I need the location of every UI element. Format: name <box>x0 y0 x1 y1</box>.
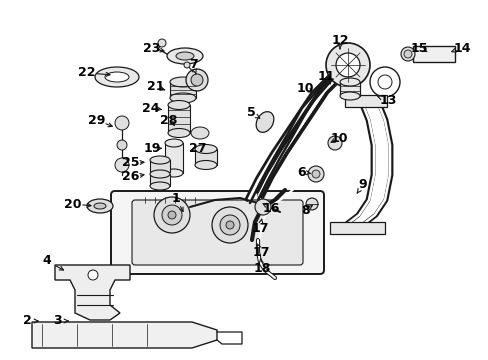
Polygon shape <box>55 265 130 320</box>
Circle shape <box>335 53 359 77</box>
Ellipse shape <box>150 170 170 178</box>
Ellipse shape <box>167 48 203 64</box>
Text: 1: 1 <box>171 192 180 204</box>
Text: 4: 4 <box>42 255 51 267</box>
Text: 15: 15 <box>409 41 427 54</box>
Ellipse shape <box>191 127 208 139</box>
Circle shape <box>400 47 414 61</box>
Ellipse shape <box>164 169 183 177</box>
Text: 24: 24 <box>142 102 160 114</box>
Circle shape <box>191 74 203 86</box>
Text: 5: 5 <box>246 107 255 120</box>
Text: 13: 13 <box>379 94 396 107</box>
Text: 14: 14 <box>452 41 470 54</box>
Ellipse shape <box>168 100 190 109</box>
Text: 28: 28 <box>160 113 177 126</box>
Text: 12: 12 <box>330 33 348 46</box>
Circle shape <box>162 205 182 225</box>
Text: 23: 23 <box>143 41 161 54</box>
Text: 19: 19 <box>143 143 161 156</box>
Ellipse shape <box>339 78 359 86</box>
Text: 8: 8 <box>301 203 310 216</box>
Bar <box>412 46 454 62</box>
Circle shape <box>225 221 234 229</box>
Ellipse shape <box>339 92 359 100</box>
Circle shape <box>377 75 391 89</box>
Circle shape <box>185 69 207 91</box>
Circle shape <box>117 140 127 150</box>
Bar <box>170 82 196 98</box>
Text: 11: 11 <box>317 69 334 82</box>
Ellipse shape <box>164 139 183 147</box>
Ellipse shape <box>195 161 217 170</box>
Circle shape <box>311 170 319 178</box>
Text: 26: 26 <box>122 171 140 184</box>
Circle shape <box>115 116 129 130</box>
Text: 22: 22 <box>78 67 96 80</box>
Ellipse shape <box>95 67 139 87</box>
Polygon shape <box>32 322 217 348</box>
Text: 25: 25 <box>122 157 140 170</box>
Text: 16: 16 <box>262 202 279 215</box>
Circle shape <box>325 43 369 87</box>
Text: 6: 6 <box>297 166 305 179</box>
Ellipse shape <box>94 203 106 209</box>
Ellipse shape <box>150 156 170 164</box>
Ellipse shape <box>195 144 217 153</box>
Bar <box>164 143 183 173</box>
Text: 17: 17 <box>252 247 269 260</box>
Ellipse shape <box>168 129 190 138</box>
Text: 20: 20 <box>64 198 81 211</box>
Bar <box>339 82 359 96</box>
FancyBboxPatch shape <box>132 200 303 265</box>
Text: 3: 3 <box>54 315 62 328</box>
Circle shape <box>115 158 129 172</box>
Text: 7: 7 <box>188 58 197 72</box>
Circle shape <box>154 197 190 233</box>
Text: 2: 2 <box>22 315 31 328</box>
Text: 9: 9 <box>358 179 366 192</box>
Circle shape <box>403 50 411 58</box>
Ellipse shape <box>105 72 129 82</box>
Text: 17: 17 <box>251 221 268 234</box>
Circle shape <box>307 166 324 182</box>
FancyBboxPatch shape <box>111 191 324 274</box>
Circle shape <box>183 62 190 68</box>
Ellipse shape <box>176 52 194 60</box>
Circle shape <box>369 67 399 97</box>
Ellipse shape <box>170 77 196 87</box>
Text: 10: 10 <box>296 81 313 94</box>
Bar <box>150 174 170 186</box>
Ellipse shape <box>150 182 170 190</box>
Circle shape <box>327 136 341 150</box>
Circle shape <box>212 207 247 243</box>
Circle shape <box>254 199 270 215</box>
Bar <box>345 95 386 107</box>
Circle shape <box>305 198 317 210</box>
Text: 18: 18 <box>253 261 270 274</box>
Text: 27: 27 <box>189 141 206 154</box>
Text: 21: 21 <box>147 81 164 94</box>
Circle shape <box>168 211 176 219</box>
Bar <box>329 222 384 234</box>
Circle shape <box>88 270 98 280</box>
Ellipse shape <box>170 93 196 103</box>
Circle shape <box>158 39 165 47</box>
Text: 29: 29 <box>88 113 105 126</box>
Circle shape <box>220 215 240 235</box>
Bar <box>168 105 190 133</box>
Ellipse shape <box>256 112 273 132</box>
Bar <box>150 160 170 172</box>
Bar <box>195 149 217 165</box>
Ellipse shape <box>87 199 113 213</box>
Text: 10: 10 <box>329 131 347 144</box>
